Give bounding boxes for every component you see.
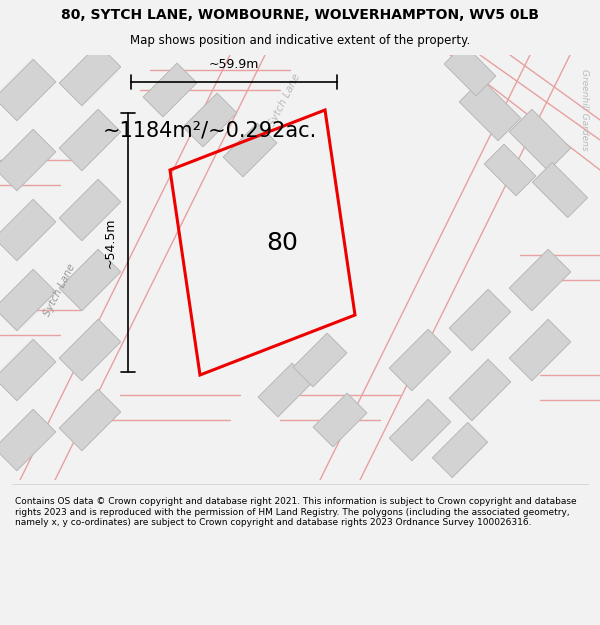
Polygon shape: [223, 123, 277, 177]
Polygon shape: [313, 393, 367, 447]
Polygon shape: [59, 389, 121, 451]
Polygon shape: [0, 59, 56, 121]
Polygon shape: [143, 63, 197, 117]
Text: ~1184m²/~0.292ac.: ~1184m²/~0.292ac.: [103, 120, 317, 140]
Text: Map shows position and indicative extent of the property.: Map shows position and indicative extent…: [130, 34, 470, 48]
Text: ~54.5m: ~54.5m: [104, 217, 116, 268]
Polygon shape: [459, 79, 521, 141]
Polygon shape: [0, 129, 56, 191]
Polygon shape: [59, 44, 121, 106]
Text: Sytch Lane: Sytch Lane: [43, 262, 77, 318]
Polygon shape: [293, 333, 347, 387]
Polygon shape: [59, 249, 121, 311]
Polygon shape: [0, 269, 56, 331]
Polygon shape: [59, 319, 121, 381]
Text: 80, SYTCH LANE, WOMBOURNE, WOLVERHAMPTON, WV5 0LB: 80, SYTCH LANE, WOMBOURNE, WOLVERHAMPTON…: [61, 8, 539, 22]
Polygon shape: [509, 249, 571, 311]
Polygon shape: [258, 363, 312, 417]
Text: ~59.9m: ~59.9m: [209, 58, 259, 71]
Polygon shape: [59, 109, 121, 171]
Polygon shape: [59, 179, 121, 241]
Polygon shape: [532, 162, 587, 217]
Polygon shape: [509, 319, 571, 381]
Polygon shape: [484, 144, 536, 196]
Polygon shape: [0, 339, 56, 401]
Polygon shape: [433, 422, 488, 478]
Polygon shape: [449, 359, 511, 421]
Text: Contains OS data © Crown copyright and database right 2021. This information is : Contains OS data © Crown copyright and d…: [15, 498, 577, 528]
Polygon shape: [389, 399, 451, 461]
Polygon shape: [449, 289, 511, 351]
Polygon shape: [509, 109, 571, 171]
Polygon shape: [389, 329, 451, 391]
Text: Sytch Lane: Sytch Lane: [268, 72, 302, 128]
Polygon shape: [0, 199, 56, 261]
Polygon shape: [444, 44, 496, 96]
Polygon shape: [183, 93, 237, 147]
Text: Greenhill Gardens: Greenhill Gardens: [581, 69, 589, 151]
Text: 80: 80: [266, 231, 298, 254]
Polygon shape: [0, 409, 56, 471]
